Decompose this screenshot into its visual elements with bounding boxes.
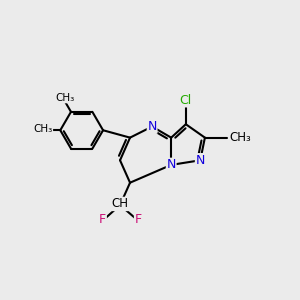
Text: CH₃: CH₃ xyxy=(33,124,52,134)
Text: Cl: Cl xyxy=(180,94,192,107)
Text: N: N xyxy=(196,154,205,167)
Text: N: N xyxy=(147,120,157,133)
Text: F: F xyxy=(99,213,106,226)
Text: F: F xyxy=(135,213,142,226)
Text: N: N xyxy=(167,158,176,171)
Text: CH₃: CH₃ xyxy=(229,131,251,144)
Text: CH₃: CH₃ xyxy=(55,93,74,103)
Text: CH: CH xyxy=(112,197,128,210)
